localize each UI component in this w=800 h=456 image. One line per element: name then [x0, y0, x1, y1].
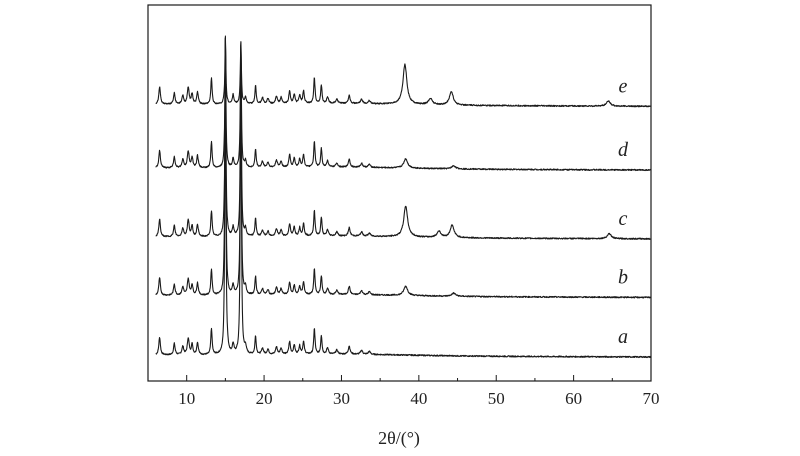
series-line-a	[155, 35, 652, 359]
traces	[155, 35, 652, 359]
x-tick-label: 50	[488, 389, 505, 408]
series-labels: a b c d e	[618, 75, 629, 348]
series-label-d: d	[618, 139, 629, 161]
x-tick-label: 70	[643, 389, 660, 408]
x-tick-label: 30	[333, 389, 350, 408]
x-axis-title: 2θ/(°)	[378, 428, 420, 449]
x-tick-label: 40	[410, 389, 427, 408]
series-line-b	[155, 36, 652, 299]
x-tick-label: 20	[256, 389, 273, 408]
series-line-e	[155, 37, 652, 108]
series-line-c	[155, 37, 652, 240]
series-label-b: b	[618, 266, 628, 288]
x-axis: 10 20 30 40 50 60 70	[147, 375, 660, 408]
series-line-d	[155, 37, 652, 172]
plot-area: a b c d e	[147, 4, 652, 382]
series-label-a: a	[618, 326, 628, 348]
series-label-e: e	[619, 75, 628, 97]
x-tick-label: 10	[178, 389, 195, 408]
x-tick-label: 60	[565, 389, 582, 408]
series-label-c: c	[619, 208, 628, 230]
plot-frame	[147, 4, 652, 382]
